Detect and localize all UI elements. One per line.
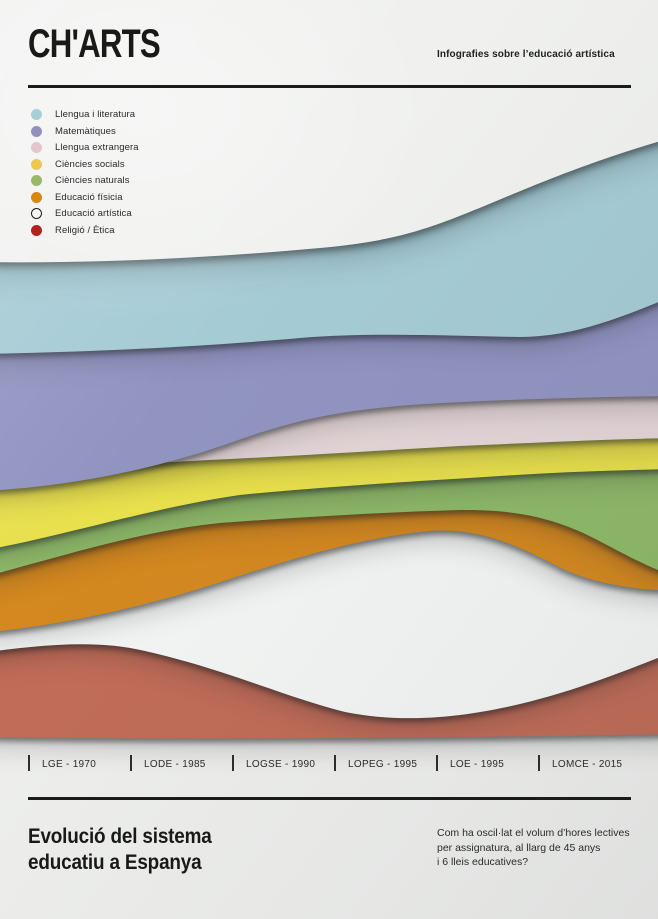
footer-question-line1: Com ha oscil·lat el volum d’hores lectiv…: [437, 827, 630, 839]
axis-label: LOGSE - 1990: [246, 759, 316, 770]
footer-question-line2: per assignatura, al llarg de 45 anys: [437, 841, 601, 854]
legend-label: Llengua i literatura: [55, 109, 136, 120]
header-divider: [28, 85, 631, 88]
legend-item-ciencies-socials: Ciències socials: [31, 158, 139, 170]
legend-item-llengua-extrangera: Llengua extrangera: [31, 142, 139, 153]
legend-swatch-icon: [31, 191, 42, 203]
legend-swatch-icon: [31, 109, 42, 120]
footer-divider: [28, 797, 631, 800]
axis-label: LODE - 1985: [144, 759, 206, 770]
axis-tick-icon: [538, 755, 540, 771]
legend-label: Educació artística: [55, 208, 132, 219]
legend-item-ciencies-naturals: Ciències naturals: [31, 175, 139, 186]
legend-swatch-icon: [31, 208, 42, 219]
legend-swatch-icon: [31, 224, 42, 236]
legend-item-matematiques: Matemàtiques: [31, 125, 139, 137]
top-background-sheet: [0, 0, 658, 263]
footer-question-line3: i 6 lleis educatives?: [437, 856, 529, 868]
legend-item-llengua-i-literatura: Llengua i literatura: [31, 109, 139, 120]
footer-title-line1: Evolució del sistema: [28, 824, 212, 848]
page-subtitle: Infografies sobre l’educació artística: [437, 49, 615, 60]
axis-tick-icon: [334, 755, 336, 771]
axis-label: LOPEG - 1995: [348, 759, 418, 770]
legend-label: Ciències naturals: [55, 175, 130, 186]
legend-label: Llengua extrangera: [55, 142, 139, 153]
legend-label: Matemàtiques: [55, 125, 116, 137]
axis-tick-icon: [130, 755, 132, 771]
legend-item-educacio-artistica: Educació artística: [31, 208, 139, 219]
page-title: CH'ARTS: [28, 22, 161, 66]
legend-swatch-icon: [31, 158, 42, 170]
footer-question: Com ha oscil·lat el volum d’hores lectiv…: [437, 826, 630, 870]
legend-item-educacio-fisica: Educació físicia: [31, 191, 139, 203]
axis-label: LOMCE - 2015: [552, 759, 623, 770]
axis-label: LGE - 1970: [42, 759, 97, 770]
chart-legend: Llengua i literatura Matemàtiques Llengu…: [31, 109, 139, 241]
footer-title-line2: educatiu a Espanya: [28, 850, 202, 874]
legend-swatch-icon: [31, 142, 42, 153]
axis-tick-icon: [28, 755, 30, 771]
axis-tick-icon: [232, 755, 234, 771]
legend-item-religio-etica: Religió / Ètica: [31, 224, 139, 236]
legend-swatch-icon: [31, 175, 42, 186]
axis-tick-icon: [436, 755, 438, 771]
legend-label: Religió / Ètica: [55, 224, 115, 236]
axis-label: LOE - 1995: [450, 759, 505, 770]
footer-title: Evolució del sistema educatiu a Espanya: [28, 823, 212, 875]
legend-label: Educació físicia: [55, 191, 123, 203]
legend-label: Ciències socials: [55, 158, 125, 170]
legend-swatch-icon: [31, 125, 42, 137]
